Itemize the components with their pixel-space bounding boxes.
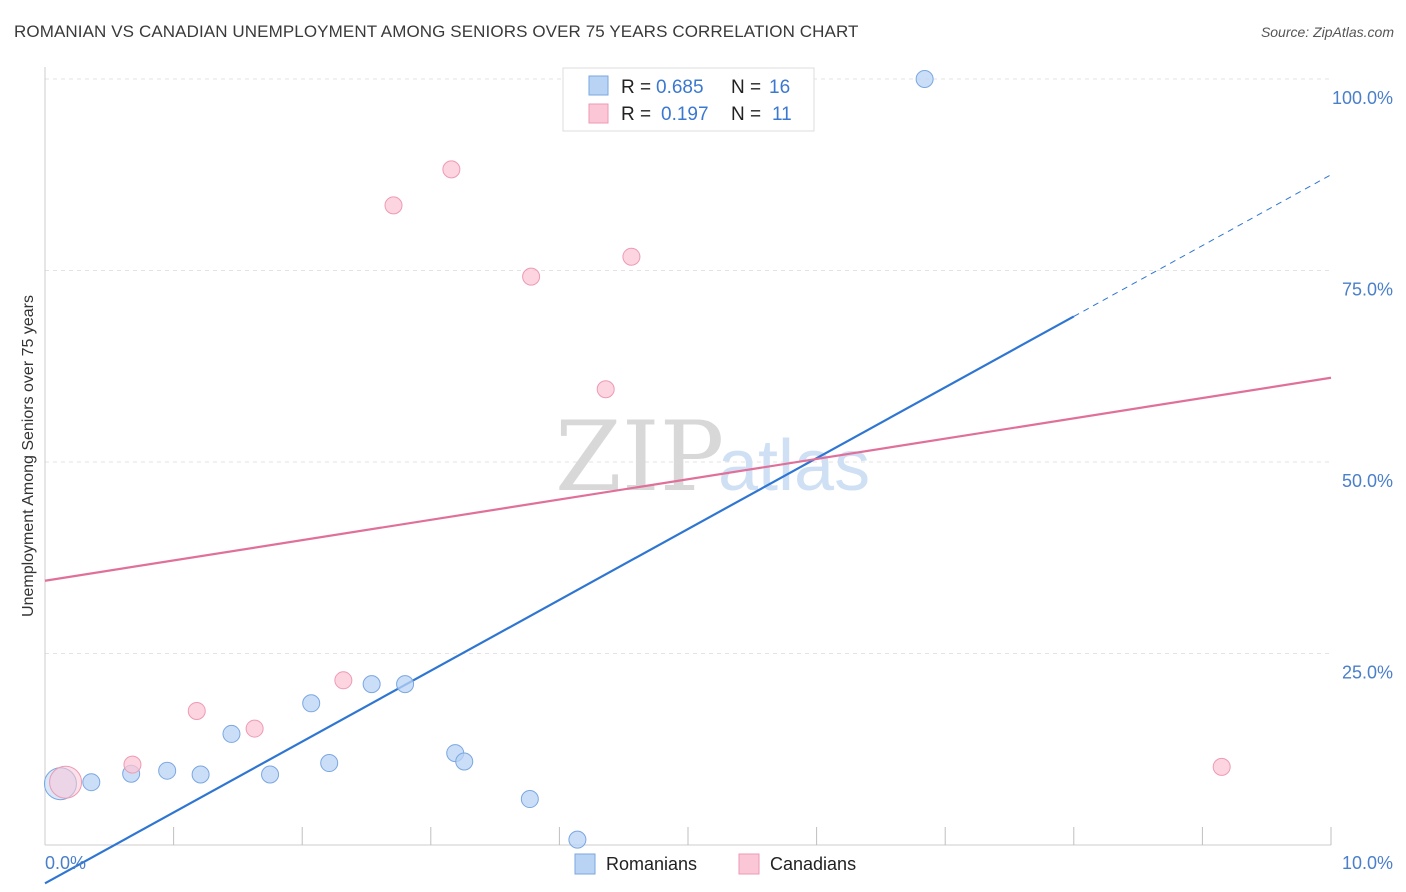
romanians-point-16	[915, 70, 934, 88]
canadians-point-11	[1212, 757, 1231, 776]
legend-n-label-1: N =	[731, 77, 761, 98]
canadians-point-2	[123, 755, 142, 774]
romanians-point-2	[82, 773, 101, 792]
legend-r-label-1: R =	[621, 77, 651, 98]
romanians-point-6	[222, 724, 241, 743]
legend-r-value-1: 0.685	[656, 77, 704, 98]
series-legend: Romanians Canadians	[574, 853, 856, 875]
canadians-point-9	[596, 380, 615, 399]
romanians-trend-line	[44, 315, 1075, 885]
romanians-point-10	[362, 675, 381, 694]
chart-title: ROMANIAN VS CANADIAN UNEMPLOYMENT AMONG …	[14, 22, 859, 41]
canadians-point-3	[187, 701, 206, 720]
romanians-point-4	[158, 761, 177, 780]
bottom-legend-swatch-romanians	[574, 853, 596, 875]
watermark-atlas: atlas	[718, 426, 870, 506]
canadians-point-7	[442, 160, 461, 179]
x-tick-label-min: 0.0%	[45, 853, 86, 873]
legend-swatch-canadians	[588, 103, 609, 124]
romanians-trend-extension	[1073, 174, 1332, 317]
legend-n-value-1: 16	[769, 77, 790, 98]
x-tick-label-max: 10.0%	[1342, 853, 1393, 873]
source-credit: Source: ZipAtlas.com	[1260, 24, 1394, 40]
stats-legend: R = 0.685 N = 16 R = 0.197 N = 11	[562, 67, 815, 132]
romanians-point-15	[568, 830, 587, 849]
tick-labels: 25.0% 50.0% 75.0% 100.0% 0.0% 10.0%	[45, 88, 1393, 873]
trend-lines	[44, 174, 1332, 885]
legend-r-label-2: R =	[621, 104, 651, 125]
canadians-point-8	[522, 267, 541, 286]
bottom-legend-swatch-canadians	[738, 853, 760, 875]
legend-n-value-2: 11	[772, 104, 792, 125]
romanians-point-8	[302, 694, 321, 713]
romanians-point-7	[261, 765, 280, 784]
canadians-point-6	[384, 196, 403, 215]
legend-n-label-2: N =	[731, 104, 761, 125]
legend-r-value-2: 0.197	[661, 104, 709, 125]
y-tick-label-50: 50.0%	[1342, 471, 1393, 491]
axes	[44, 67, 1332, 846]
romanians-point-5	[191, 765, 210, 784]
romanians-point-9	[320, 754, 339, 773]
romanians-point-14	[520, 790, 539, 809]
y-tick-label-75: 75.0%	[1342, 280, 1393, 300]
romanians-point-13	[455, 752, 474, 771]
watermark-zip: ZIP	[555, 401, 724, 513]
romanians-point-11	[396, 675, 415, 694]
data-points	[43, 70, 1231, 849]
canadians-point-4	[245, 719, 264, 738]
bottom-legend-romanians: Romanians	[606, 854, 697, 874]
y-axis-label: Unemployment Among Seniors over 75 years	[20, 295, 37, 617]
grid-lines	[45, 78, 1331, 654]
y-tick-label-25: 25.0%	[1342, 663, 1393, 683]
canadians-trend-line	[44, 376, 1332, 582]
watermark: ZIP atlas	[555, 401, 870, 513]
canadians-point-10	[622, 247, 641, 266]
canadians-point-1	[49, 765, 83, 799]
legend-swatch-romanians	[588, 75, 609, 96]
bottom-legend-canadians: Canadians	[770, 854, 856, 874]
y-tick-label-100: 100.0%	[1332, 88, 1393, 108]
canadians-point-5	[334, 671, 353, 690]
